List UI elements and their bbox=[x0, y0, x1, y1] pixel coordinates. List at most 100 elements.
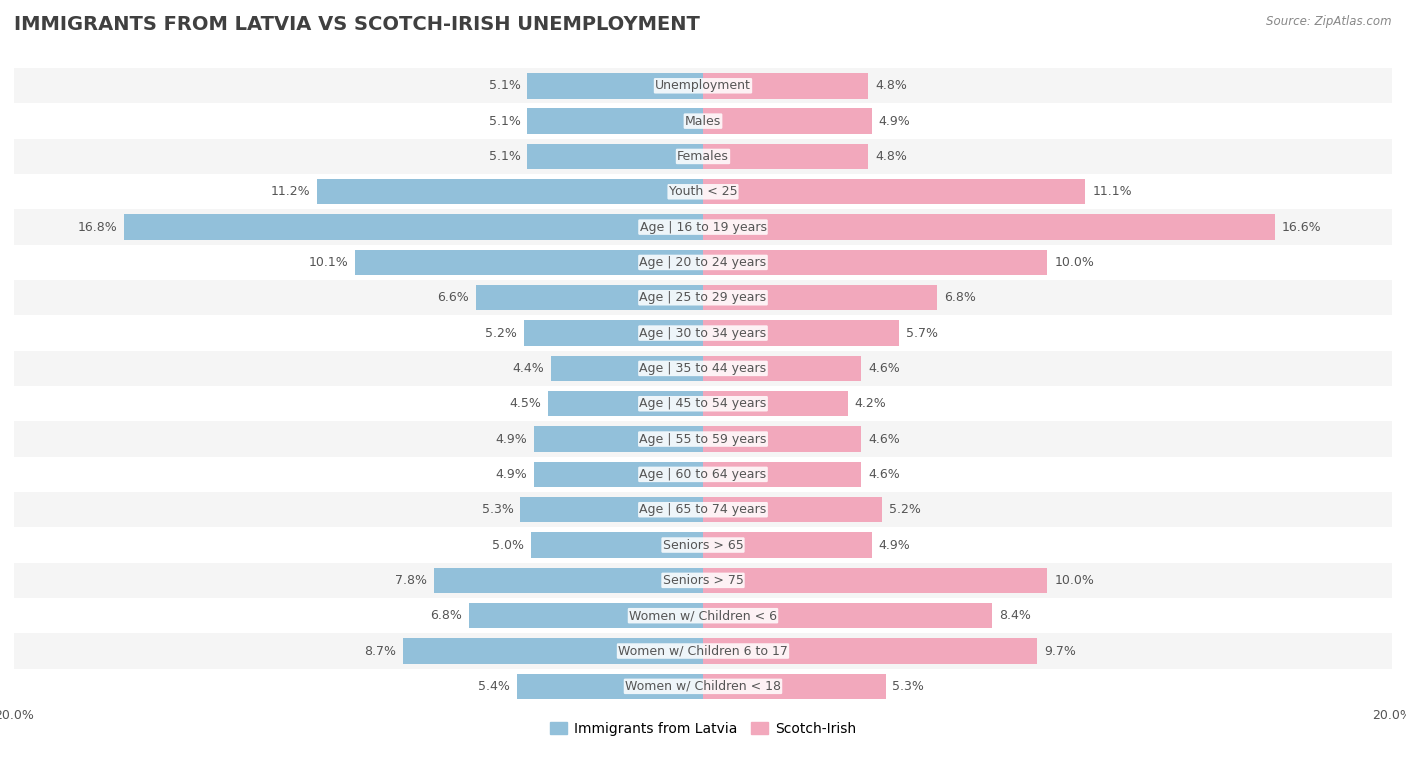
Bar bbox=[318, 179, 703, 204]
Text: Unemployment: Unemployment bbox=[655, 79, 751, 92]
Bar bbox=[703, 320, 900, 346]
Bar bbox=[434, 568, 703, 593]
Text: 5.4%: 5.4% bbox=[478, 680, 510, 693]
Text: 5.1%: 5.1% bbox=[488, 79, 520, 92]
Text: 4.9%: 4.9% bbox=[879, 538, 911, 552]
Bar bbox=[703, 144, 869, 169]
Text: 8.7%: 8.7% bbox=[364, 644, 396, 658]
Bar bbox=[14, 280, 1392, 316]
Bar bbox=[703, 250, 1047, 275]
Text: Males: Males bbox=[685, 114, 721, 128]
Bar bbox=[527, 108, 703, 134]
Bar bbox=[14, 174, 1392, 210]
Text: 6.8%: 6.8% bbox=[430, 609, 461, 622]
Bar bbox=[703, 108, 872, 134]
Bar bbox=[14, 562, 1392, 598]
Bar bbox=[703, 603, 993, 628]
Bar bbox=[14, 350, 1392, 386]
Text: Age | 35 to 44 years: Age | 35 to 44 years bbox=[640, 362, 766, 375]
Text: 4.6%: 4.6% bbox=[869, 468, 900, 481]
Text: 8.4%: 8.4% bbox=[1000, 609, 1031, 622]
Text: Age | 55 to 59 years: Age | 55 to 59 years bbox=[640, 432, 766, 446]
Bar bbox=[534, 426, 703, 452]
Bar bbox=[551, 356, 703, 381]
Bar bbox=[703, 391, 848, 416]
Text: 11.2%: 11.2% bbox=[271, 185, 311, 198]
Text: 4.6%: 4.6% bbox=[869, 362, 900, 375]
Text: 5.1%: 5.1% bbox=[488, 150, 520, 163]
Bar bbox=[703, 532, 872, 558]
Text: 16.6%: 16.6% bbox=[1282, 220, 1322, 234]
Bar bbox=[703, 285, 938, 310]
Text: Age | 45 to 54 years: Age | 45 to 54 years bbox=[640, 397, 766, 410]
Bar bbox=[531, 532, 703, 558]
Bar bbox=[14, 598, 1392, 634]
Text: 5.2%: 5.2% bbox=[485, 326, 517, 340]
Text: 5.3%: 5.3% bbox=[482, 503, 513, 516]
Text: IMMIGRANTS FROM LATVIA VS SCOTCH-IRISH UNEMPLOYMENT: IMMIGRANTS FROM LATVIA VS SCOTCH-IRISH U… bbox=[14, 15, 700, 34]
Text: 10.1%: 10.1% bbox=[308, 256, 349, 269]
Text: Source: ZipAtlas.com: Source: ZipAtlas.com bbox=[1267, 15, 1392, 28]
Text: Seniors > 75: Seniors > 75 bbox=[662, 574, 744, 587]
Bar bbox=[14, 210, 1392, 245]
Bar bbox=[124, 214, 703, 240]
Bar bbox=[14, 245, 1392, 280]
Bar bbox=[703, 674, 886, 699]
Bar bbox=[14, 668, 1392, 704]
Bar bbox=[534, 462, 703, 487]
Bar bbox=[14, 422, 1392, 456]
Text: Women w/ Children 6 to 17: Women w/ Children 6 to 17 bbox=[619, 644, 787, 658]
Text: 4.4%: 4.4% bbox=[513, 362, 544, 375]
Bar bbox=[703, 214, 1275, 240]
Text: 5.0%: 5.0% bbox=[492, 538, 524, 552]
Bar bbox=[527, 144, 703, 169]
Text: 10.0%: 10.0% bbox=[1054, 574, 1094, 587]
Bar bbox=[703, 179, 1085, 204]
Text: 5.3%: 5.3% bbox=[893, 680, 924, 693]
Bar bbox=[468, 603, 703, 628]
Text: Women w/ Children < 18: Women w/ Children < 18 bbox=[626, 680, 780, 693]
Text: Age | 60 to 64 years: Age | 60 to 64 years bbox=[640, 468, 766, 481]
Bar bbox=[14, 139, 1392, 174]
Bar bbox=[703, 568, 1047, 593]
Bar bbox=[14, 456, 1392, 492]
Bar bbox=[14, 68, 1392, 104]
Bar bbox=[548, 391, 703, 416]
Text: Women w/ Children < 6: Women w/ Children < 6 bbox=[628, 609, 778, 622]
Bar bbox=[703, 638, 1038, 664]
Bar bbox=[404, 638, 703, 664]
Text: 5.1%: 5.1% bbox=[488, 114, 520, 128]
Bar bbox=[527, 73, 703, 98]
Text: 11.1%: 11.1% bbox=[1092, 185, 1132, 198]
Bar bbox=[703, 462, 862, 487]
Text: Females: Females bbox=[678, 150, 728, 163]
Bar bbox=[520, 497, 703, 522]
Text: Age | 30 to 34 years: Age | 30 to 34 years bbox=[640, 326, 766, 340]
Text: 9.7%: 9.7% bbox=[1045, 644, 1076, 658]
Text: 4.9%: 4.9% bbox=[495, 468, 527, 481]
Text: Age | 16 to 19 years: Age | 16 to 19 years bbox=[640, 220, 766, 234]
Bar bbox=[703, 73, 869, 98]
Text: 4.6%: 4.6% bbox=[869, 432, 900, 446]
Text: Age | 65 to 74 years: Age | 65 to 74 years bbox=[640, 503, 766, 516]
Bar bbox=[524, 320, 703, 346]
Text: 16.8%: 16.8% bbox=[77, 220, 117, 234]
Bar bbox=[14, 492, 1392, 528]
Text: 6.8%: 6.8% bbox=[945, 291, 976, 304]
Bar bbox=[14, 386, 1392, 422]
Text: 4.9%: 4.9% bbox=[495, 432, 527, 446]
Legend: Immigrants from Latvia, Scotch-Irish: Immigrants from Latvia, Scotch-Irish bbox=[544, 716, 862, 742]
Text: 4.9%: 4.9% bbox=[879, 114, 911, 128]
Text: 5.7%: 5.7% bbox=[907, 326, 938, 340]
Bar bbox=[703, 356, 862, 381]
Text: Seniors > 65: Seniors > 65 bbox=[662, 538, 744, 552]
Text: 4.8%: 4.8% bbox=[875, 150, 907, 163]
Bar bbox=[475, 285, 703, 310]
Text: Age | 20 to 24 years: Age | 20 to 24 years bbox=[640, 256, 766, 269]
Text: 10.0%: 10.0% bbox=[1054, 256, 1094, 269]
Text: 6.6%: 6.6% bbox=[437, 291, 468, 304]
Bar bbox=[14, 316, 1392, 350]
Bar bbox=[14, 528, 1392, 562]
Bar bbox=[356, 250, 703, 275]
Text: Youth < 25: Youth < 25 bbox=[669, 185, 737, 198]
